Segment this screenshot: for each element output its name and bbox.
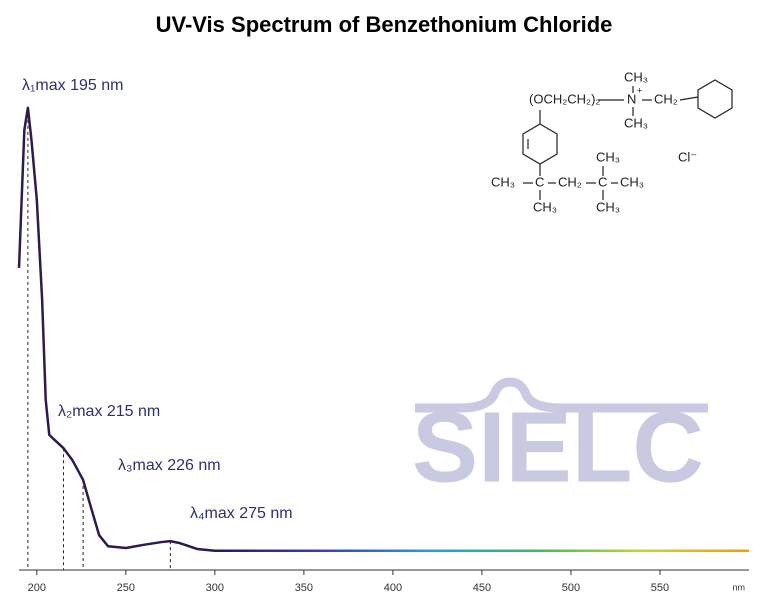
chem-label: C [598,174,607,189]
chart-title: UV-Vis Spectrum of Benzethonium Chloride [156,12,613,37]
annotation: λ₁max 195 nm [22,77,123,94]
watermark-arc [415,377,708,413]
chem-label: C [535,174,544,189]
watermark: SIELC [412,377,708,503]
chem-label: CH₃ [491,174,515,189]
x-tick-label: 550 [651,582,669,594]
x-tick-label: 200 [28,582,46,594]
bond [679,96,699,101]
watermark-text: SIELC [412,391,704,503]
chem-label: N [627,91,636,106]
chem-label: CH₃ [533,199,557,214]
chem-label: CH₃ [596,149,620,164]
chem-label: CH₃ [624,115,648,130]
x-tick-label: 300 [206,582,224,594]
x-tick-label: 450 [473,582,491,594]
benzene-ring [697,79,733,119]
chem-label: CH₃ [596,199,620,214]
chem-label: CH₂ [654,91,678,106]
x-tick-label: 500 [562,582,580,594]
annotation: λ₄max 275 nm [190,505,293,522]
x-tick-label: 350 [295,582,313,594]
chem-label: + [637,85,642,95]
x-axis-label: nm [732,582,745,592]
structure: (OCH₂CH₂)₂ N + CH₃ CH₃ CH₂ CH₃ C CH₂ C C… [491,69,733,214]
chem-label: CH₂ [558,174,582,189]
annotation: λ₂max 215 nm [58,403,160,420]
chem-label: Cl⁻ [678,149,697,164]
chem-label: (OCH₂CH₂)₂ [529,91,600,106]
chem-label: CH₃ [620,174,644,189]
chem-label: CH₃ [624,69,648,84]
x-tick-label: 400 [384,582,402,594]
annotation: λ₃max 226 nm [118,457,221,474]
x-tick-label: 250 [117,582,135,594]
